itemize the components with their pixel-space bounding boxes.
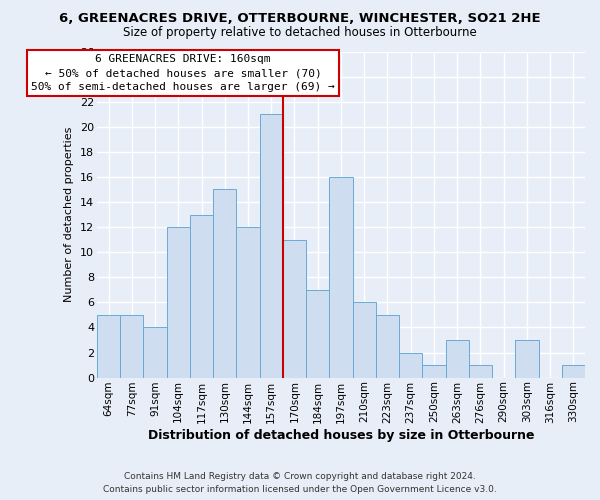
Bar [236, 227, 260, 378]
Y-axis label: Number of detached properties: Number of detached properties [64, 127, 74, 302]
Bar [562, 365, 585, 378]
Bar [329, 177, 353, 378]
Text: Contains HM Land Registry data © Crown copyright and database right 2024.
Contai: Contains HM Land Registry data © Crown c… [103, 472, 497, 494]
Bar [213, 190, 236, 378]
Bar [167, 227, 190, 378]
Bar [283, 240, 306, 378]
Bar [446, 340, 469, 378]
Text: 6 GREENACRES DRIVE: 160sqm
← 50% of detached houses are smaller (70)
50% of semi: 6 GREENACRES DRIVE: 160sqm ← 50% of deta… [31, 54, 335, 92]
Bar [422, 365, 446, 378]
Bar [469, 365, 492, 378]
Bar [353, 302, 376, 378]
Bar [97, 315, 120, 378]
Bar [120, 315, 143, 378]
Text: Size of property relative to detached houses in Otterbourne: Size of property relative to detached ho… [123, 26, 477, 39]
Bar [306, 290, 329, 378]
Bar [143, 328, 167, 378]
Bar [190, 214, 213, 378]
Bar [260, 114, 283, 378]
Bar [399, 352, 422, 378]
Bar [515, 340, 539, 378]
Text: 6, GREENACRES DRIVE, OTTERBOURNE, WINCHESTER, SO21 2HE: 6, GREENACRES DRIVE, OTTERBOURNE, WINCHE… [59, 12, 541, 24]
X-axis label: Distribution of detached houses by size in Otterbourne: Distribution of detached houses by size … [148, 430, 534, 442]
Bar [376, 315, 399, 378]
